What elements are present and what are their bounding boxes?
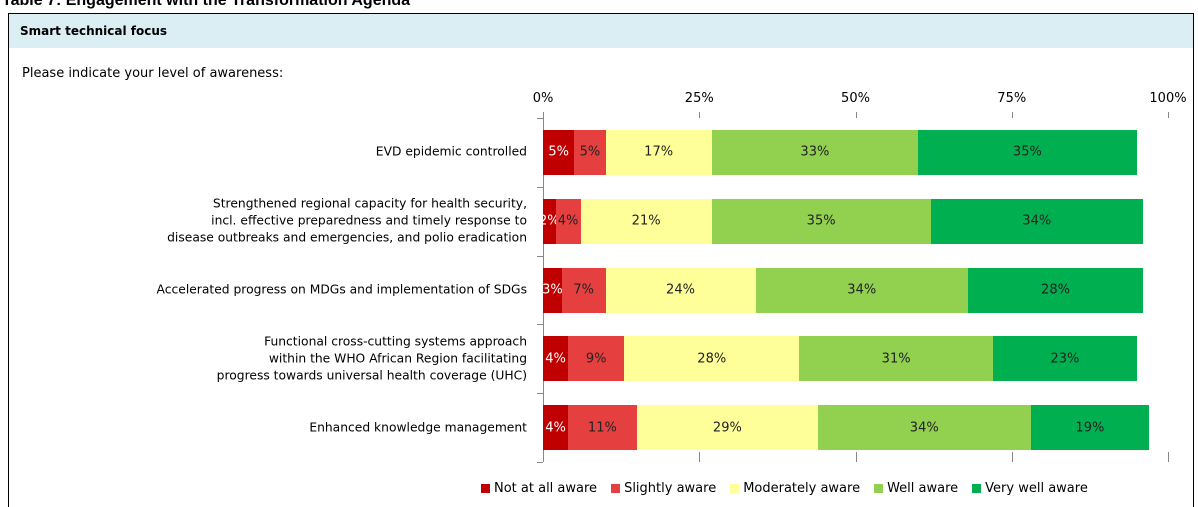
- bar-segment: [624, 336, 800, 382]
- section-title: Smart technical focus: [20, 24, 168, 38]
- table-frame: [8, 13, 1194, 507]
- value-label: 7%: [573, 282, 594, 298]
- category-tick: [537, 255, 543, 257]
- value-label: 19%: [1075, 420, 1105, 436]
- legend-item: Moderately aware: [730, 481, 860, 496]
- bar-segment: [555, 198, 581, 244]
- bar-segment: [605, 267, 756, 313]
- x-tick-label: 75%: [997, 91, 1027, 106]
- bar-segment: [543, 405, 568, 451]
- legend-swatch: [611, 484, 621, 493]
- x-tick-mark: [1011, 452, 1013, 462]
- bar-segment: [568, 336, 625, 382]
- legend-item: Very well aware: [972, 481, 1088, 496]
- value-label: 34%: [909, 420, 939, 436]
- legend-swatch: [874, 484, 884, 493]
- value-label: 21%: [631, 213, 661, 229]
- value-label: 31%: [881, 351, 911, 367]
- x-tick-label: 100%: [1149, 91, 1187, 106]
- bar-segment: [543, 336, 568, 382]
- x-tick-mark: [1168, 112, 1169, 118]
- x-tick-mark: [855, 112, 857, 118]
- value-label: 9%: [585, 351, 607, 367]
- bar-segment: [711, 129, 918, 175]
- category-label: Functional cross-cutting systems approac…: [216, 334, 527, 383]
- bar-segment: [918, 129, 1137, 175]
- category-label: EVD epidemic controlled: [375, 144, 527, 159]
- bar-segment: [543, 198, 556, 244]
- legend-label: Well aware: [887, 481, 959, 496]
- legend-item: Slightly aware: [611, 481, 716, 496]
- legend-swatch: [481, 484, 490, 493]
- x-tick-label: 0%: [532, 91, 554, 106]
- bar-segment: [543, 129, 575, 175]
- table-title: Table 7: Engagement with the Transformat…: [2, 0, 411, 9]
- bar-segment: [968, 267, 1143, 313]
- bar-segment: [605, 129, 712, 175]
- section-header: [9, 14, 1193, 48]
- bar-segment: [1030, 405, 1150, 451]
- category-tick: [537, 186, 543, 188]
- legend-label: Very well aware: [985, 481, 1088, 496]
- category-label: Strengthened regional capacity for healt…: [167, 196, 527, 245]
- value-label: 35%: [806, 213, 836, 229]
- value-label: 33%: [800, 144, 830, 160]
- value-label: 4%: [545, 420, 566, 436]
- value-label: 2%: [538, 213, 560, 229]
- value-label: 17%: [644, 144, 674, 160]
- x-tick-mark: [1168, 452, 1169, 462]
- bar-segment: [711, 198, 931, 244]
- value-label: 24%: [666, 282, 695, 298]
- value-label: 4%: [545, 351, 566, 367]
- chart-subtitle: Please indicate your level of awareness:: [22, 66, 284, 81]
- bar-segment: [636, 405, 818, 451]
- bar-segment: [580, 198, 712, 244]
- x-tick-mark: [855, 452, 857, 462]
- value-label: 28%: [697, 351, 727, 367]
- bar-segment: [818, 405, 1031, 451]
- legend-item: Well aware: [874, 481, 958, 496]
- category-tick: [537, 118, 543, 119]
- value-label: 4%: [557, 213, 579, 229]
- legend: Not at all aware Slightly aware Moderately…: [481, 481, 1088, 496]
- legend-label: Not at all aware: [494, 481, 598, 496]
- value-label: 11%: [587, 420, 617, 436]
- legend-item: Not at all aware: [481, 481, 597, 496]
- bar-segment: [755, 267, 968, 313]
- category-tick: [537, 324, 543, 326]
- value-label: 29%: [712, 420, 742, 436]
- legend-swatch: [972, 484, 982, 493]
- value-label: 5%: [579, 144, 601, 160]
- legend-swatch: [730, 484, 740, 493]
- value-label: 34%: [1022, 213, 1052, 229]
- category-tick: [537, 462, 543, 463]
- legend-label: Slightly aware: [624, 481, 717, 496]
- x-tick-mark: [1011, 112, 1013, 118]
- bar-segment: [568, 405, 637, 451]
- value-label: 23%: [1050, 351, 1080, 367]
- bar-segment: [543, 267, 562, 313]
- x-tick-mark: [699, 452, 701, 462]
- bar-segment: [574, 129, 606, 175]
- x-tick-label: 50%: [841, 91, 870, 106]
- value-label: 34%: [847, 282, 877, 298]
- legend-label: Moderately aware: [743, 481, 861, 496]
- value-label: 5%: [548, 144, 569, 160]
- bar-segment: [799, 336, 993, 382]
- bar-segment: [993, 336, 1137, 382]
- value-label: 3%: [542, 282, 563, 298]
- x-tick-mark: [543, 452, 544, 462]
- x-tick-mark: [699, 112, 701, 118]
- category-label: Accelerated progress on MDGs and impleme…: [156, 282, 527, 297]
- value-label: 28%: [1041, 282, 1070, 298]
- bar-segment: [561, 267, 606, 313]
- category-tick: [537, 393, 543, 395]
- category-label: Enhanced knowledge management: [309, 420, 527, 435]
- x-tick-mark: [543, 112, 544, 118]
- bar-segment: [930, 198, 1143, 244]
- value-label: 35%: [1012, 144, 1042, 160]
- x-tick-label: 25%: [684, 91, 714, 106]
